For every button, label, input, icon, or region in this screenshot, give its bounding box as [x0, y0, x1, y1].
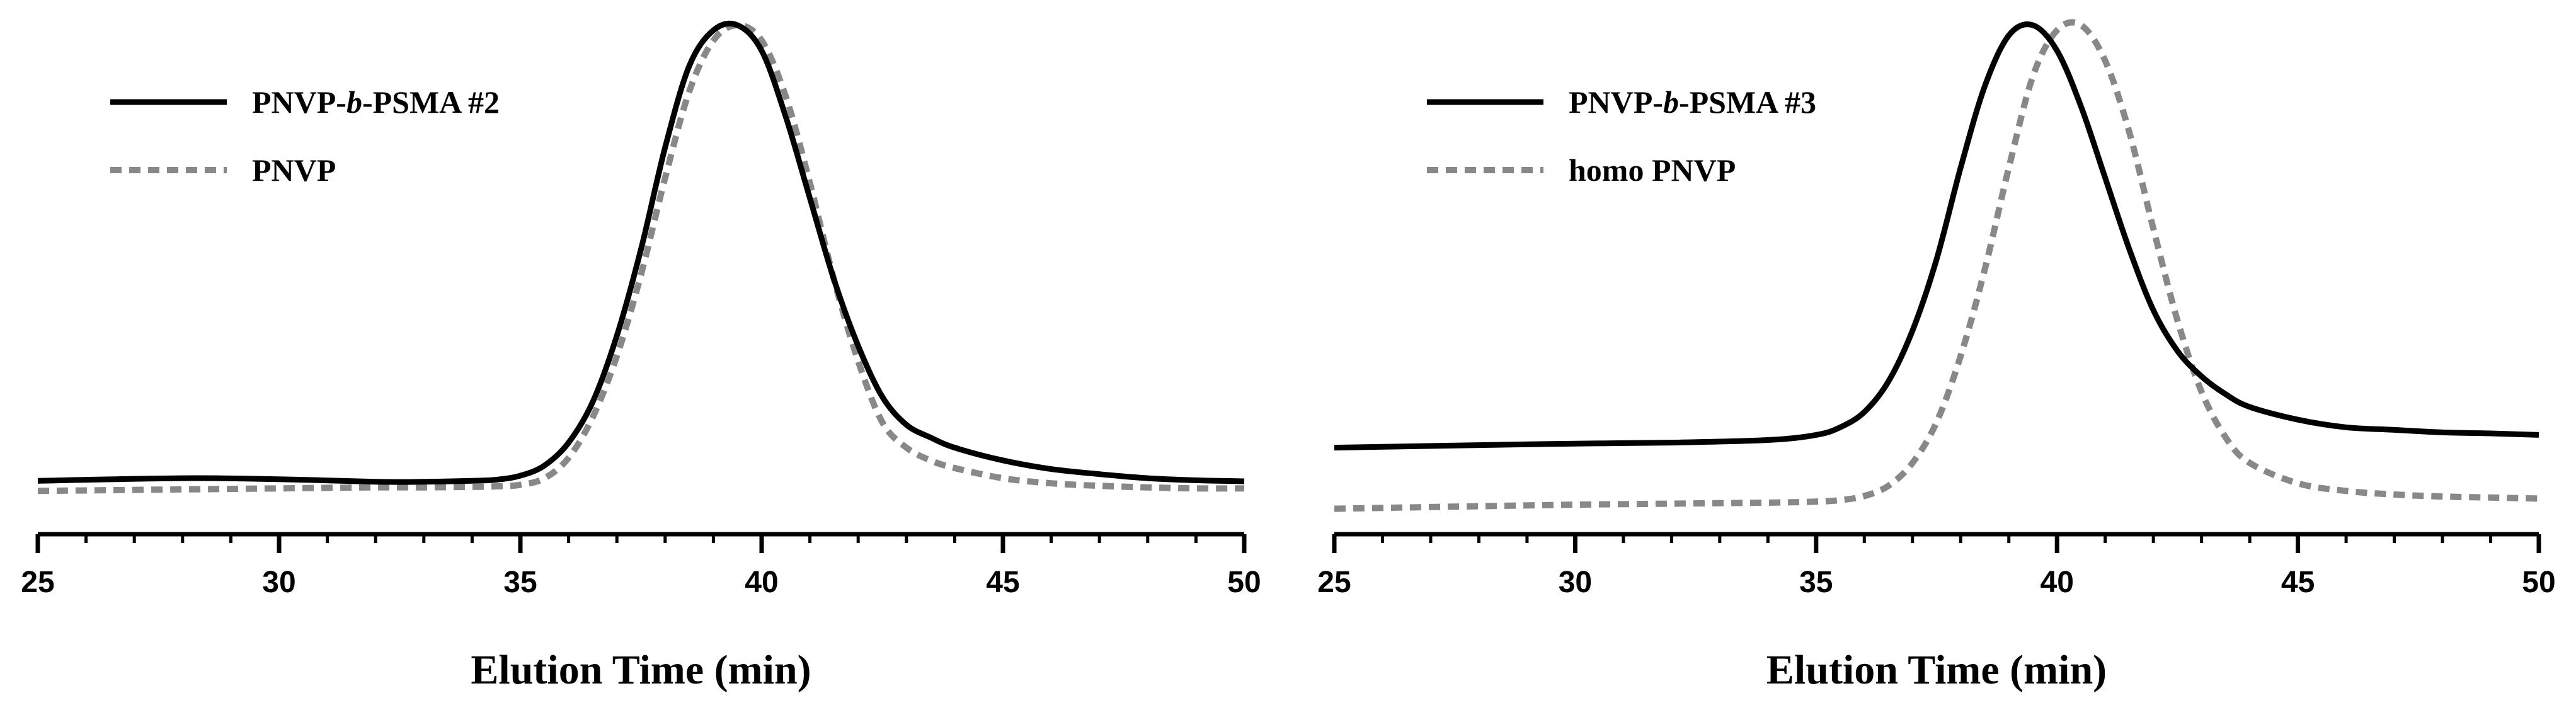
x-tick-label: 25 — [21, 566, 54, 599]
series-line-dashed — [37, 22, 1245, 495]
x-tick-label: 40 — [2041, 566, 2074, 599]
series-line-solid — [1334, 21, 2539, 451]
x-tick-label: 25 — [1317, 566, 1351, 599]
legend-label-part: homo PNVP — [1569, 152, 1736, 188]
chart-panel-left: 25 30 35 40 45 50 Elution Time (min) PNVP-b-PSM… — [21, 20, 1261, 693]
legend-label-part: b — [1663, 84, 1679, 120]
series-line-solid — [37, 20, 1245, 485]
legend-label-part: PNVP- — [252, 84, 346, 120]
x-tick-label: 45 — [2281, 566, 2315, 599]
x-tick-label: 35 — [1799, 566, 1833, 599]
x-axis-title: Elution Time (min) — [1766, 647, 2107, 693]
legend-label: PNVP-b-PSMA #3 — [1569, 84, 1816, 120]
legend-label: PNVP — [252, 152, 336, 188]
x-tick-label: 35 — [503, 566, 537, 599]
x-tick-label: 50 — [1227, 566, 1261, 599]
x-tick-label: 50 — [2522, 566, 2555, 599]
x-axis-title: Elution Time (min) — [471, 647, 811, 693]
x-tick-label: 30 — [1559, 566, 1592, 599]
x-tick-label: 40 — [745, 566, 778, 599]
legend-label-part: PNVP- — [1569, 84, 1663, 120]
chart-panel-right: 25 30 35 40 45 50 Elution Time (min) PNVP-b-PSM… — [1317, 19, 2556, 693]
legend-label: PNVP-b-PSMA #2 — [252, 84, 500, 120]
x-tick-label: 30 — [262, 566, 295, 599]
legend-label-part: -PSMA #3 — [1679, 84, 1816, 120]
legend-label: homo PNVP — [1569, 152, 1736, 188]
series-line-dashed — [1334, 19, 2539, 512]
legend-label-part: b — [346, 84, 362, 120]
legend-label-part: -PSMA #2 — [362, 84, 500, 120]
x-tick-label: 45 — [986, 566, 1019, 599]
legend-label-part: PNVP — [252, 152, 336, 188]
